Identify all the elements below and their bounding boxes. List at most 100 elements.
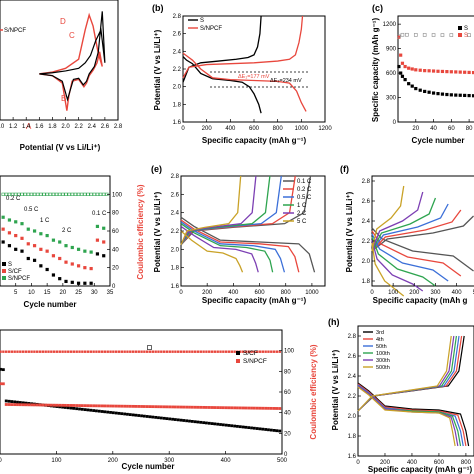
panel-g-npcf-point — [61, 403, 65, 407]
panel-d-point-2 — [76, 247, 81, 251]
panel-g-npcf-point — [83, 404, 87, 408]
panel-d-ce-point — [76, 192, 81, 196]
panel-g-npcf-point — [207, 406, 211, 409]
panel-c-ce-point — [405, 32, 409, 37]
panel-g-cf-point — [114, 411, 118, 415]
panel-c-point-1 — [431, 69, 436, 73]
panel-c-point-0 — [410, 84, 414, 88]
panel-g-cf-point — [216, 422, 220, 426]
panel-b-y-tick-label: 1.6 — [173, 120, 182, 126]
panel-g-cf-point — [80, 407, 84, 411]
panel-g-ce-point — [272, 350, 276, 353]
panel-f-discharge-0 — [371, 227, 474, 272]
panel-c-y-tick-label: 900 — [386, 47, 397, 53]
panel-g-ce-point — [36, 350, 39, 353]
panel-b-series — [182, 15, 307, 114]
panel-c-point-0 — [436, 92, 440, 96]
panel-g-ce-point — [270, 350, 273, 353]
panel-d-point-2 — [95, 224, 100, 229]
panel-g-ce-point — [224, 350, 228, 353]
panel-c-point-1 — [407, 66, 411, 70]
panel-g-ce-point — [0, 350, 2, 353]
panel-b-x-tick-label: 400 — [225, 126, 236, 132]
panel-c-point-1 — [427, 69, 431, 73]
panel-d-series — [1, 192, 109, 285]
panel-g-cf-point — [97, 409, 101, 413]
panel-h-y-tick-label: 1.8 — [348, 434, 357, 440]
panel-f-charge-4 — [371, 191, 424, 252]
panel-g-ce-point — [131, 350, 135, 353]
panel-g-cf-point — [1, 368, 5, 372]
panel-d-point-1 — [26, 242, 30, 246]
panel-e-x-tick-label: 600 — [255, 290, 266, 296]
panel-b-annotation-e2: ΔE₂=234 mV — [270, 78, 302, 84]
panel-e-x-tick-label: 1000 — [305, 290, 319, 296]
panel-g-cf-point — [148, 415, 152, 419]
panel-g-cf-point — [193, 420, 197, 424]
panel-g-cf-point — [261, 427, 265, 431]
panel-g-npcf-point — [227, 406, 231, 410]
panel-d-point-0 — [39, 264, 43, 268]
panel-f-y-label: Potential (V vs Li/Li⁺) — [345, 191, 354, 272]
panel-g-ce-point — [213, 350, 217, 353]
panel-d-ce-point — [58, 192, 62, 196]
panel-d-point-2 — [51, 238, 56, 242]
panel-g-cf-point — [106, 410, 110, 414]
panel-a-x-ticks: 1.0 1.2 1.4 1.6 1.8 2.0 2.2 2.4 2.6 2.8 — [0, 117, 123, 130]
panel-g-ce-point — [134, 350, 138, 353]
panel-g-x-ticks: 0 100 200 300 400 500 — [0, 451, 288, 464]
panel-g-npcf-point — [171, 405, 174, 409]
panel-g-ce-point — [19, 350, 22, 353]
panel-c-legend-red: S — [464, 33, 468, 39]
panel-e-discharge-1 — [180, 219, 300, 273]
panel-g-npcf-point — [148, 405, 152, 408]
panel-g-cf-point — [16, 400, 19, 404]
panel-g-ce-point — [126, 350, 129, 353]
panel-f-x-label: Specific capacity (mAh g — [373, 296, 468, 305]
panel-g-ce-point — [168, 350, 171, 353]
panel-g-npcf-point — [185, 405, 189, 409]
panel-g-npcf-point — [213, 406, 217, 409]
panel-d-legend-cf: S/CF — [8, 269, 22, 275]
panel-f-x-tick-label: 300 — [430, 290, 441, 296]
panel-g-npcf-point — [137, 405, 141, 408]
panel-g-cf-point — [151, 415, 155, 419]
panel-g-npcf-point — [145, 405, 149, 408]
panel-a-x-label: Potential (V vs Li/Li⁺) — [20, 143, 101, 152]
panel-a-x-tick-label: 2.6 — [101, 124, 110, 130]
panel-g-ce-point — [50, 350, 53, 353]
panel-f-y-tick-label: 1.8 — [362, 279, 371, 285]
panel-g-npcf-point — [188, 405, 191, 409]
panel-d-point-2 — [32, 229, 37, 233]
panel-g-npcf-point — [134, 404, 138, 408]
panel-g-npcf-point — [80, 404, 84, 408]
panel-g-legend-npcf: S/NPCF — [243, 358, 267, 365]
panel-d-x-tick-label: 25 — [75, 290, 82, 296]
panel-g-ce-point — [67, 350, 70, 353]
panel-e-charge-4 — [180, 175, 257, 246]
panel-e-discharge-0 — [180, 216, 316, 273]
panel-g-ce-point — [114, 350, 118, 353]
panel-h-x-tick-label: 800 — [461, 460, 472, 466]
panel-g-ce-point — [157, 350, 160, 353]
panel-f-discharge-4 — [371, 239, 424, 292]
panel-g-npcf-point — [247, 406, 251, 410]
panel-b-curve-3 — [182, 15, 304, 79]
panel-h-frame — [357, 325, 474, 457]
legend-swatch-d-cf — [2, 269, 6, 273]
legend-swatch-c-red — [458, 33, 462, 37]
panel-g-ce-point — [64, 350, 67, 353]
panel-g-ce-point — [140, 350, 143, 353]
panel-f-series — [371, 185, 474, 297]
panel-d-point-0 — [26, 256, 30, 261]
panel-g-cf-point — [154, 415, 158, 419]
panel-g-ce-point — [261, 350, 265, 353]
panel-g-y-ticks: 0 20 40 60 80 100 — [279, 349, 295, 458]
panel-g-cf-point — [4, 399, 8, 403]
panel-g-ce-point — [52, 350, 56, 353]
panel-c-tag: (c) — [372, 3, 383, 13]
panel-c-frame — [397, 15, 474, 123]
panel-g-ce-point — [219, 350, 222, 353]
panel-g-cf-point — [207, 421, 211, 425]
panel-d-point-1 — [7, 231, 12, 235]
